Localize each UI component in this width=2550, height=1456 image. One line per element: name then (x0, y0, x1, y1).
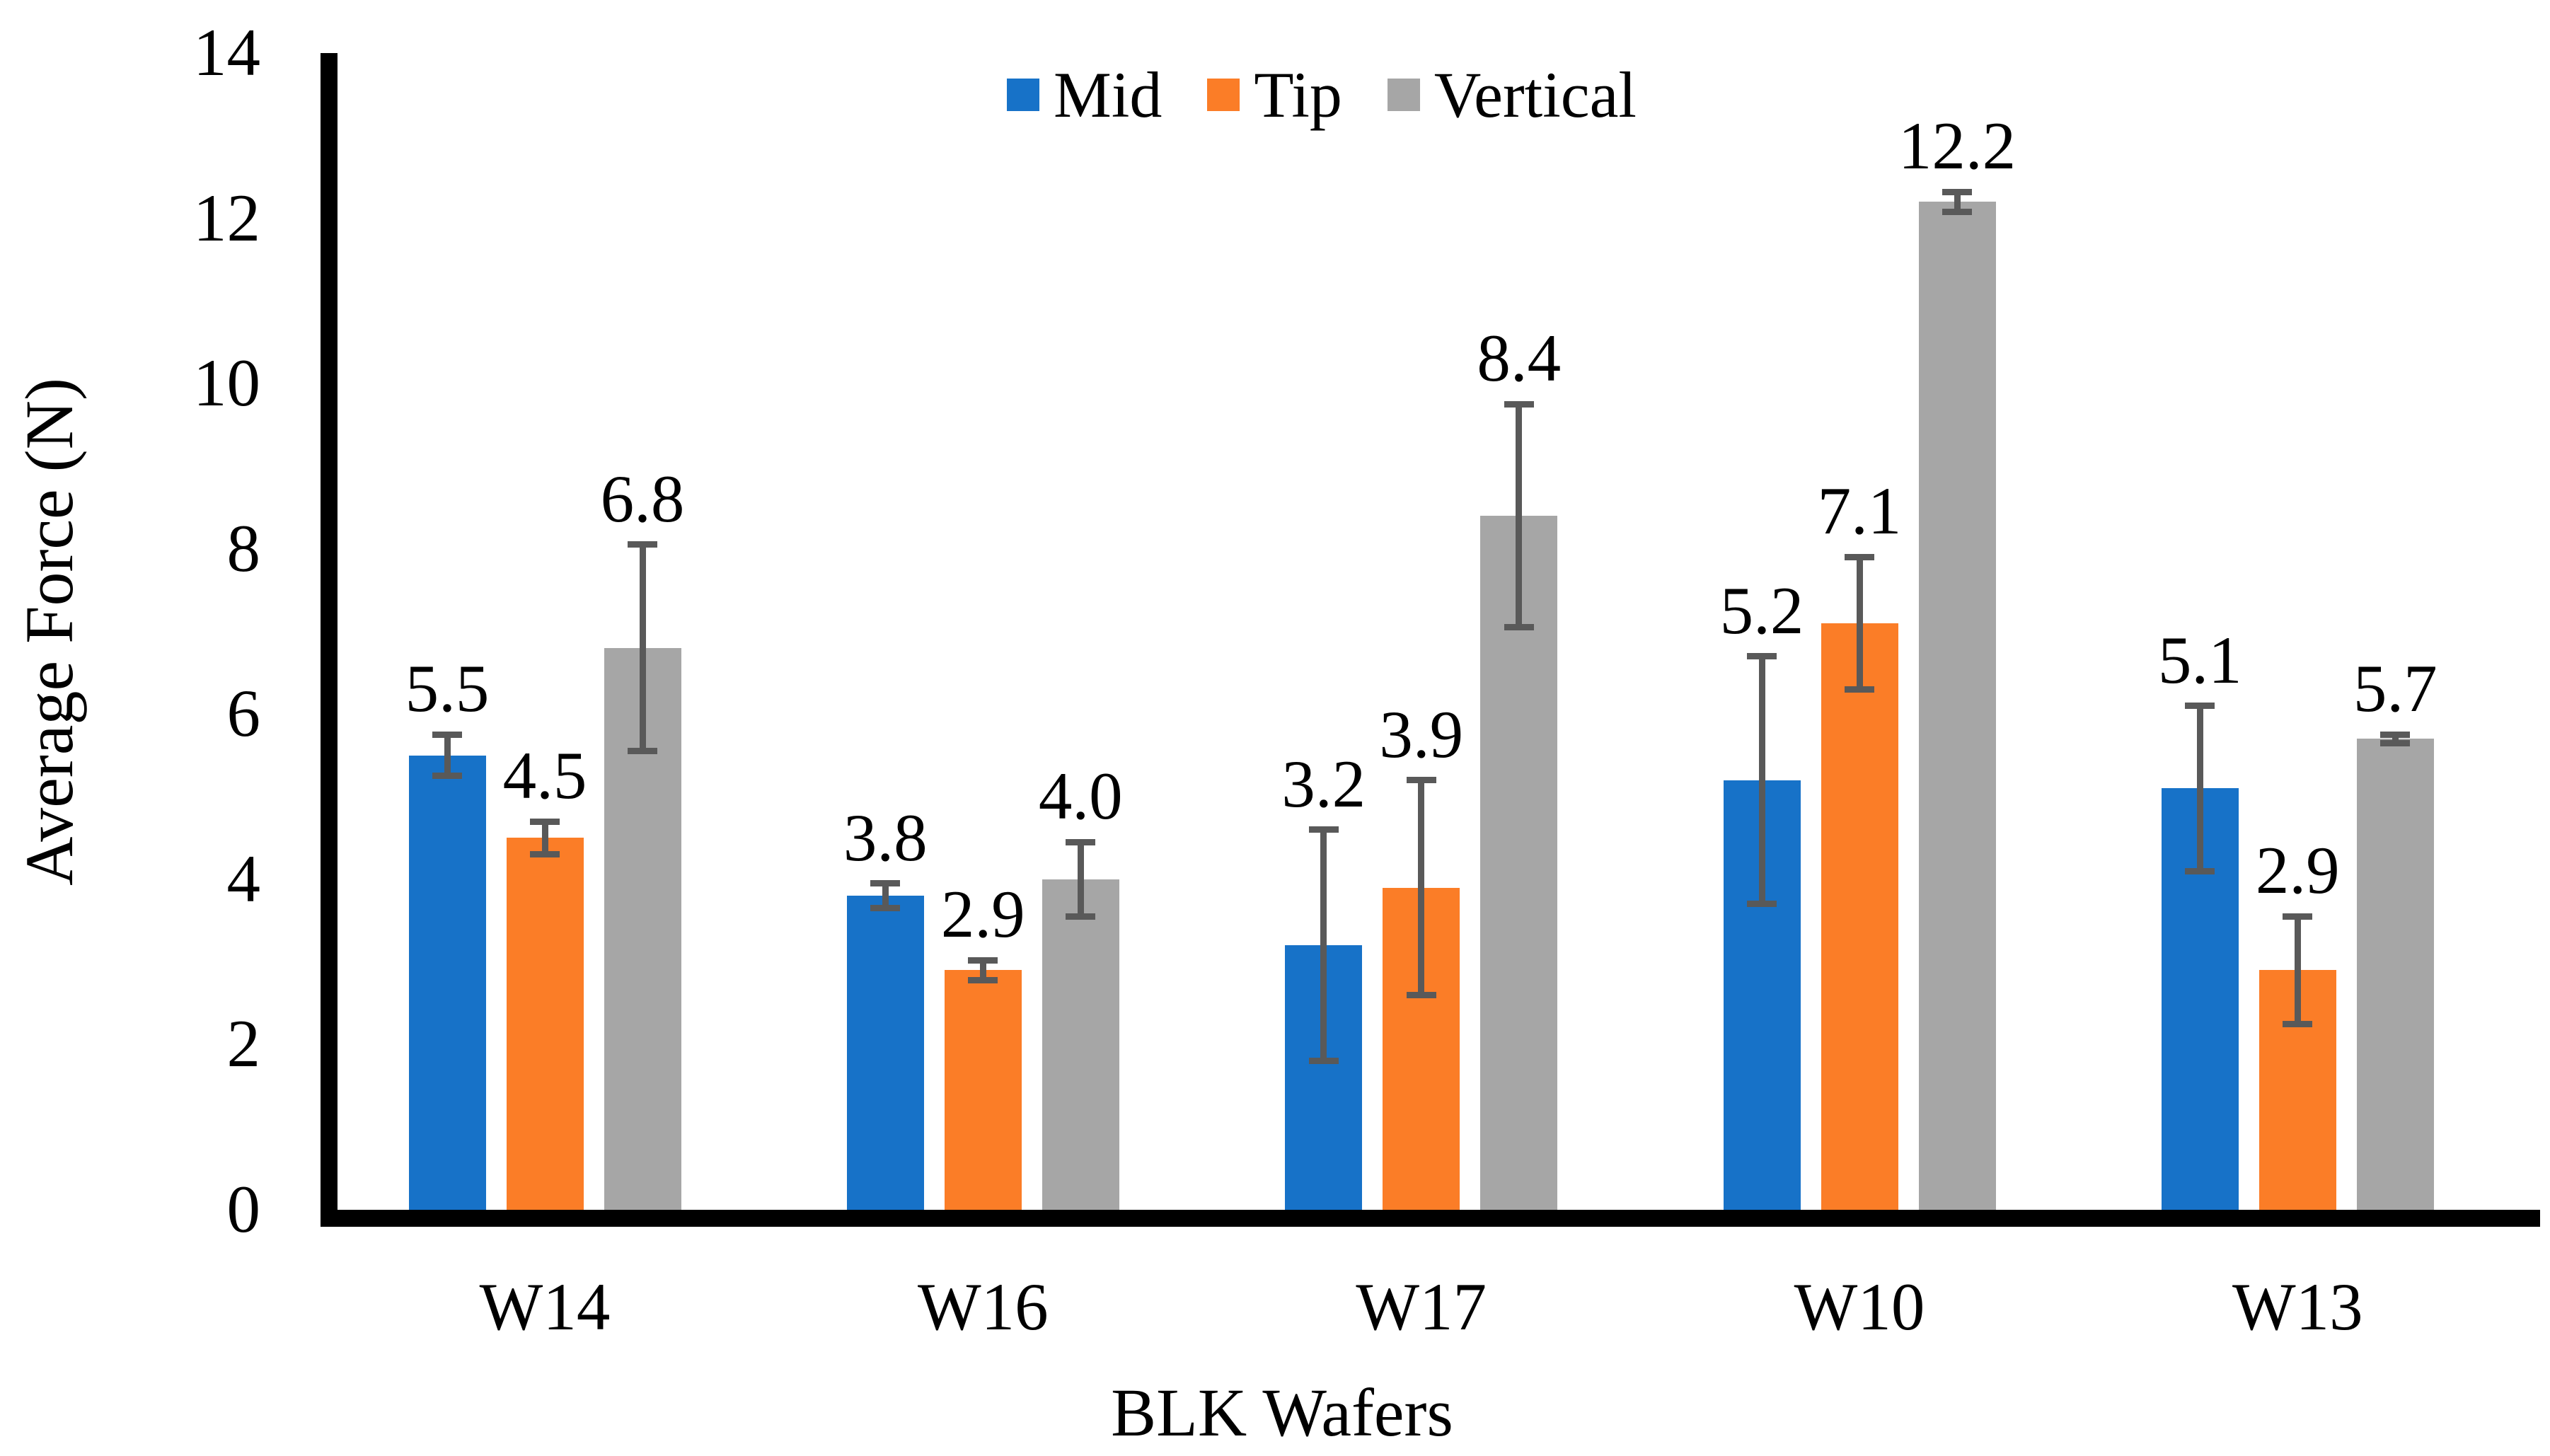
error-bar-top-cap-mid-w17 (1308, 826, 1339, 833)
y-tick-label-6: 6 (226, 676, 261, 751)
value-label-vertical-w10: 12.2 (1898, 108, 2017, 184)
error-bar-line-vertical-w16 (1077, 842, 1084, 917)
y-tick-label-14: 14 (193, 15, 260, 90)
value-label-mid-w17: 3.2 (1281, 746, 1366, 821)
legend-label-tip: Tip (1254, 59, 1342, 131)
value-label-vertical-w14: 6.8 (600, 461, 685, 536)
error-bar-bottom-cap-vertical-w10 (1942, 208, 1972, 215)
error-bar-bottom-cap-tip-w10 (1845, 686, 1874, 693)
x-category-label-W10: W10 (1794, 1269, 1925, 1344)
error-bar-line-vertical-w17 (1516, 404, 1523, 628)
bar-vertical-w17 (1480, 516, 1558, 1210)
bar-vertical-w16 (1042, 879, 1119, 1210)
bar-mid-w16 (846, 896, 924, 1210)
error-bar-bottom-cap-mid-w17 (1308, 1058, 1339, 1065)
y-tick-label-4: 4 (226, 840, 261, 916)
error-bar-top-cap-vertical-w16 (1066, 838, 1096, 845)
legend-item-tip: Tip (1207, 62, 1342, 127)
y-axis-line (321, 53, 338, 1227)
error-bar-bottom-cap-vertical-w13 (2380, 739, 2411, 746)
value-label-tip-w14: 4.5 (502, 738, 587, 814)
error-bar-top-cap-mid-w16 (870, 880, 901, 887)
x-axis-title: BLK Wafers (1111, 1375, 1453, 1450)
error-bar-line-mid-w16 (882, 883, 889, 908)
error-bar-line-mid-w13 (2196, 705, 2203, 872)
x-axis-line (321, 1210, 2540, 1227)
error-bar-top-cap-vertical-w14 (628, 541, 657, 548)
error-bar-top-cap-vertical-w10 (1942, 188, 1972, 195)
legend-item-mid: Mid (1007, 62, 1162, 127)
value-label-mid-w10: 5.2 (1719, 572, 1804, 648)
error-bar-top-cap-tip-w13 (2283, 913, 2313, 920)
error-bar-bottom-cap-mid-w14 (432, 773, 462, 780)
x-category-label-W14: W14 (479, 1269, 611, 1344)
error-bar-line-tip-w17 (1418, 780, 1425, 995)
error-bar-top-cap-vertical-w17 (1504, 400, 1534, 408)
error-bar-top-cap-tip-w16 (968, 957, 998, 964)
error-bar-bottom-cap-tip-w17 (1406, 991, 1436, 998)
value-label-mid-w16: 3.8 (843, 799, 928, 875)
y-tick-label-0: 0 (226, 1172, 261, 1247)
value-label-tip-w16: 2.9 (940, 877, 1025, 952)
error-bar-line-vertical-w13 (2392, 734, 2399, 744)
error-bar-line-vertical-w10 (1954, 192, 1961, 212)
error-bar-line-vertical-w14 (639, 544, 646, 751)
bar-vertical-w10 (1918, 202, 1996, 1210)
value-label-vertical-w13: 5.7 (2353, 651, 2438, 727)
error-bar-bottom-cap-mid-w13 (2185, 867, 2215, 874)
value-label-vertical-w16: 4.0 (1038, 758, 1123, 834)
error-bar-line-tip-w14 (541, 821, 548, 855)
legend-swatch-mid-icon (1007, 79, 1040, 111)
y-tick-label-10: 10 (193, 345, 260, 421)
value-label-tip-w10: 7.1 (1817, 473, 1902, 549)
y-tick-label-8: 8 (226, 510, 261, 586)
value-label-mid-w13: 5.1 (2157, 622, 2242, 698)
value-label-tip-w17: 3.9 (1379, 696, 1464, 772)
error-bar-top-cap-mid-w13 (2185, 703, 2215, 710)
error-bar-bottom-cap-vertical-w16 (1066, 913, 1096, 920)
error-bar-bottom-cap-vertical-w14 (628, 748, 657, 755)
y-tick-label-12: 12 (193, 180, 260, 255)
legend-swatch-vertical-icon (1387, 79, 1420, 111)
bar-tip-w14 (506, 838, 584, 1210)
legend-item-vertical: Vertical (1387, 59, 1637, 131)
error-bar-bottom-cap-tip-w14 (530, 851, 560, 858)
x-category-label-W17: W17 (1356, 1269, 1487, 1344)
error-bar-line-mid-w14 (444, 734, 451, 776)
x-category-label-W16: W16 (917, 1269, 1049, 1344)
error-bar-line-mid-w10 (1758, 656, 1765, 904)
error-bar-top-cap-tip-w10 (1845, 553, 1874, 560)
error-bar-line-tip-w16 (979, 960, 986, 981)
error-bar-bottom-cap-mid-w10 (1747, 901, 1777, 908)
value-label-tip-w13: 2.9 (2255, 833, 2340, 908)
error-bar-line-mid-w17 (1320, 829, 1327, 1061)
bar-tip-w10 (1821, 623, 1898, 1210)
error-bar-bottom-cap-mid-w16 (870, 905, 901, 912)
value-label-vertical-w17: 8.4 (1477, 320, 1562, 396)
error-bar-line-tip-w13 (2294, 916, 2301, 1024)
y-axis-title: Average Force (N) (11, 378, 87, 886)
error-bar-top-cap-vertical-w13 (2380, 731, 2411, 738)
error-bar-top-cap-mid-w14 (432, 731, 462, 738)
bar-vertical-w13 (2356, 739, 2434, 1210)
bar-mid-w14 (408, 755, 486, 1210)
error-bar-bottom-cap-tip-w16 (968, 976, 998, 983)
y-tick-label-2: 2 (226, 1006, 261, 1082)
error-bar-bottom-cap-tip-w13 (2283, 1020, 2313, 1027)
x-category-label-W13: W13 (2232, 1269, 2363, 1344)
bar-tip-w16 (944, 970, 1022, 1210)
error-bar-top-cap-tip-w17 (1406, 777, 1436, 784)
error-bar-top-cap-tip-w14 (530, 818, 560, 825)
legend-swatch-tip-icon (1207, 79, 1240, 111)
value-label-mid-w14: 5.5 (405, 651, 490, 727)
legend-label-vertical: Vertical (1433, 59, 1637, 131)
legend-label-mid: Mid (1054, 59, 1162, 131)
error-bar-top-cap-mid-w10 (1747, 653, 1777, 660)
error-bar-bottom-cap-vertical-w17 (1504, 624, 1534, 631)
legend: Mid Tip Vertical (1007, 62, 1637, 127)
error-bar-line-tip-w10 (1856, 557, 1863, 690)
